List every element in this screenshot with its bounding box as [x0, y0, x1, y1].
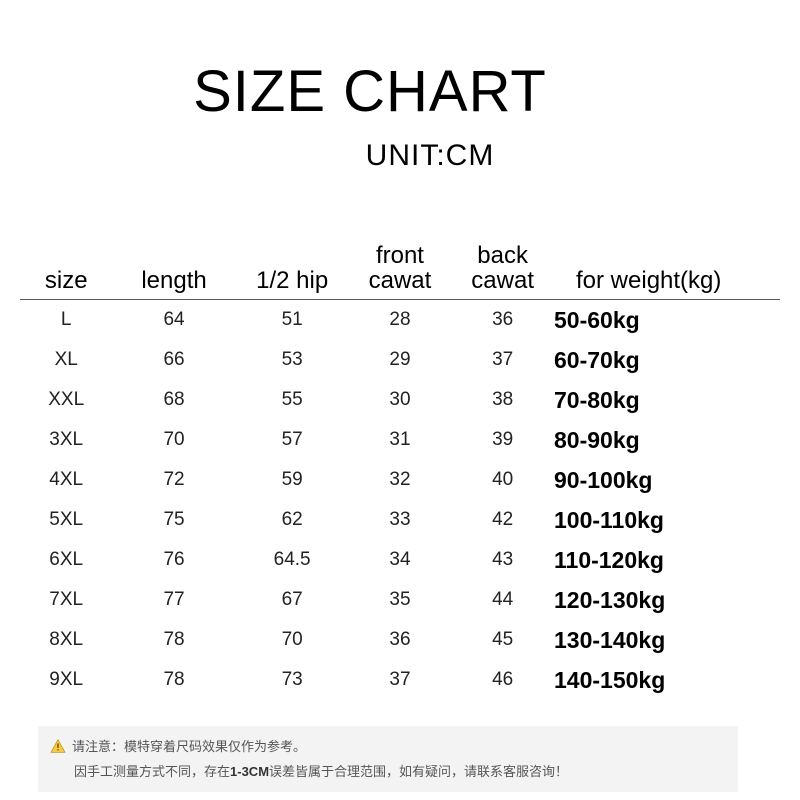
cell-front: 32: [349, 460, 452, 500]
table-row: 4XL7259324090-100kg: [20, 460, 780, 500]
cell-weight: 110-120kg: [554, 540, 780, 580]
col-header-front-line2: cawat: [349, 268, 452, 293]
cell-weight: 90-100kg: [554, 460, 780, 500]
cell-back: 45: [451, 620, 554, 660]
cell-hip: 55: [236, 380, 349, 420]
note-text-1: 请注意：模特穿着尺码效果仅作为参考。: [72, 736, 306, 755]
size-chart-page: SIZE CHART UNIT:CM size length 1/2 hip f…: [0, 0, 800, 800]
cell-weight: 70-80kg: [554, 380, 780, 420]
table-row: XL6653293760-70kg: [20, 340, 780, 380]
cell-hip: 70: [236, 620, 349, 660]
cell-weight: 100-110kg: [554, 500, 780, 540]
cell-size: L: [20, 300, 112, 340]
cell-length: 66: [112, 340, 235, 380]
cell-weight: 80-90kg: [554, 420, 780, 460]
cell-front: 31: [349, 420, 452, 460]
table-row: XXL6855303870-80kg: [20, 380, 780, 420]
cell-front: 30: [349, 380, 452, 420]
table-header: size length 1/2 hip front cawat back caw…: [20, 243, 780, 299]
table-row: 6XL7664.53443110-120kg: [20, 540, 780, 580]
cell-front: 35: [349, 580, 452, 620]
size-table-body: L6451283650-60kgXL6653293760-70kgXXL6855…: [20, 300, 780, 700]
table-row: 5XL75623342100-110kg: [20, 500, 780, 540]
cell-hip: 64.5: [236, 540, 349, 580]
note-text-2-post: 误差皆属于合理范围，如有疑问，请联系客服咨询！: [269, 764, 568, 779]
table-row: 9XL78733746140-150kg: [20, 660, 780, 700]
col-header-back: back cawat: [451, 243, 554, 299]
cell-weight: 120-130kg: [554, 580, 780, 620]
cell-back: 37: [451, 340, 554, 380]
cell-size: 6XL: [20, 540, 112, 580]
note-line-2: 因手工测量方式不同，存在1-3CM误差皆属于合理范围，如有疑问，请联系客服咨询！: [50, 761, 726, 780]
cell-size: XL: [20, 340, 112, 380]
col-header-back-line2: cawat: [451, 268, 554, 293]
col-header-front-line1: front: [349, 243, 452, 268]
table-row: 3XL7057313980-90kg: [20, 420, 780, 460]
col-header-size: size: [20, 243, 112, 299]
unit-label: UNIT:CM: [60, 139, 800, 173]
cell-front: 33: [349, 500, 452, 540]
cell-weight: 50-60kg: [554, 300, 780, 340]
cell-hip: 62: [236, 500, 349, 540]
cell-size: 9XL: [20, 660, 112, 700]
col-header-length: length: [112, 243, 235, 299]
cell-length: 77: [112, 580, 235, 620]
col-header-front: front cawat: [349, 243, 452, 299]
cell-back: 36: [451, 300, 554, 340]
warning-icon: [50, 739, 66, 753]
cell-front: 34: [349, 540, 452, 580]
table-row: 7XL77673544120-130kg: [20, 580, 780, 620]
cell-back: 46: [451, 660, 554, 700]
cell-weight: 60-70kg: [554, 340, 780, 380]
cell-front: 29: [349, 340, 452, 380]
cell-length: 78: [112, 620, 235, 660]
cell-length: 68: [112, 380, 235, 420]
table-body: L6451283650-60kgXL6653293760-70kgXXL6855…: [20, 300, 780, 700]
cell-front: 28: [349, 300, 452, 340]
cell-size: 4XL: [20, 460, 112, 500]
cell-length: 64: [112, 300, 235, 340]
cell-back: 39: [451, 420, 554, 460]
col-header-back-line1: back: [451, 243, 554, 268]
cell-back: 40: [451, 460, 554, 500]
cell-back: 44: [451, 580, 554, 620]
cell-hip: 59: [236, 460, 349, 500]
cell-weight: 130-140kg: [554, 620, 780, 660]
size-table-wrap: size length 1/2 hip front cawat back caw…: [20, 243, 780, 700]
cell-weight: 140-150kg: [554, 660, 780, 700]
cell-length: 72: [112, 460, 235, 500]
cell-back: 38: [451, 380, 554, 420]
cell-length: 70: [112, 420, 235, 460]
cell-hip: 53: [236, 340, 349, 380]
cell-size: 7XL: [20, 580, 112, 620]
cell-back: 43: [451, 540, 554, 580]
col-header-weight: for weight(kg): [554, 243, 780, 299]
cell-size: XXL: [20, 380, 112, 420]
note-text-2-bold: 1-3CM: [230, 764, 269, 779]
cell-front: 36: [349, 620, 452, 660]
cell-length: 76: [112, 540, 235, 580]
page-title: SIZE CHART: [0, 58, 800, 125]
table-row: L6451283650-60kg: [20, 300, 780, 340]
table-row: 8XL78703645130-140kg: [20, 620, 780, 660]
col-header-hip: 1/2 hip: [236, 243, 349, 299]
cell-hip: 73: [236, 660, 349, 700]
cell-back: 42: [451, 500, 554, 540]
cell-length: 75: [112, 500, 235, 540]
cell-hip: 57: [236, 420, 349, 460]
cell-size: 5XL: [20, 500, 112, 540]
note-line-1: 请注意：模特穿着尺码效果仅作为参考。: [50, 736, 726, 755]
cell-size: 8XL: [20, 620, 112, 660]
cell-front: 37: [349, 660, 452, 700]
size-table: size length 1/2 hip front cawat back caw…: [20, 243, 780, 299]
cell-length: 78: [112, 660, 235, 700]
cell-size: 3XL: [20, 420, 112, 460]
note-text-2-pre: 因手工测量方式不同，存在: [74, 764, 230, 779]
cell-hip: 51: [236, 300, 349, 340]
note-box: 请注意：模特穿着尺码效果仅作为参考。 因手工测量方式不同，存在1-3CM误差皆属…: [38, 726, 738, 792]
cell-hip: 67: [236, 580, 349, 620]
